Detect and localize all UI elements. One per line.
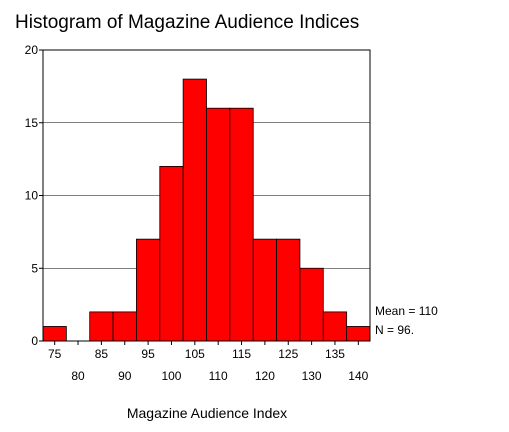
x-tick-label: 140 xyxy=(348,369,368,383)
x-axis-label: Magazine Audience Index xyxy=(127,405,287,421)
histogram-bar xyxy=(206,107,231,342)
x-tick-label: 110 xyxy=(209,369,228,383)
y-tick-label: 10 xyxy=(25,189,39,203)
x-tick-label: 105 xyxy=(185,347,205,361)
histogram-bar xyxy=(182,78,207,342)
x-tick-label: 115 xyxy=(232,347,251,361)
x-tick-label: 90 xyxy=(118,369,132,383)
x-tick-label: 135 xyxy=(325,347,345,361)
mean-label: Mean = 110 xyxy=(375,304,438,318)
x-tick-label: 120 xyxy=(255,369,275,383)
x-tick-label: 80 xyxy=(71,369,85,383)
histogram-bar xyxy=(136,238,161,342)
y-tick-label: 20 xyxy=(25,43,39,57)
x-tick-label: 100 xyxy=(161,369,181,383)
histogram-bar xyxy=(229,107,254,342)
histogram-bar xyxy=(42,326,67,342)
x-tick-label: 125 xyxy=(278,347,298,361)
x-tick-label: 130 xyxy=(302,369,322,383)
histogram-bar xyxy=(346,326,371,342)
y-axis-tick-labels: 0 5 10 15 20 xyxy=(25,43,39,348)
histogram-bar xyxy=(252,238,277,342)
histogram-bar xyxy=(299,267,324,342)
histogram-bars xyxy=(42,78,371,342)
histogram-bar xyxy=(89,311,114,342)
y-tick-label: 15 xyxy=(25,116,39,130)
y-tick-label: 5 xyxy=(31,261,38,275)
x-tick-label: 75 xyxy=(48,347,62,361)
histogram-bar xyxy=(322,311,348,342)
n-label: N = 96. xyxy=(375,323,414,337)
axes xyxy=(39,49,371,345)
x-axis-tick-labels: 75 85 95 105 115 125 135 80 90 100 110 120 130 140 xyxy=(48,347,369,383)
chart-title: Histogram of Magazine Audience Indices xyxy=(15,12,359,33)
histogram-bar xyxy=(112,311,137,342)
histogram-bar xyxy=(276,238,301,342)
x-tick-label: 85 xyxy=(95,347,109,361)
y-tick-label: 0 xyxy=(31,334,38,348)
x-tick-label: 95 xyxy=(141,347,155,361)
histogram-bar xyxy=(159,165,184,342)
